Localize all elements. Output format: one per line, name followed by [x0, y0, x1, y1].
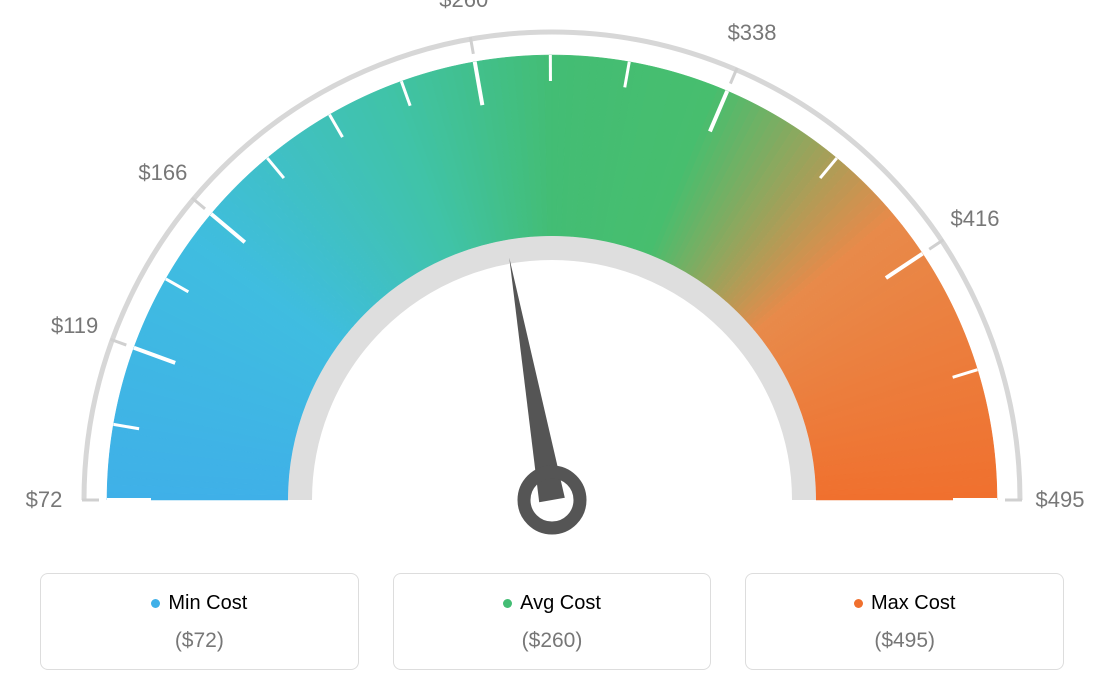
gauge-chart-container: $72 $119 $166 $260 $338 $416 $495 Min Cost ($7… [0, 0, 1104, 690]
legend-card-max: Max Cost ($495) [745, 573, 1064, 670]
gauge-tick-label: $166 [138, 160, 187, 186]
legend-title-min: Min Cost [151, 592, 247, 615]
legend-title-avg: Avg Cost [503, 592, 601, 615]
gauge-tick-label: $119 [51, 313, 98, 339]
gauge-area: $72 $119 $166 $260 $338 $416 $495 [0, 0, 1104, 560]
legend-dot-avg [503, 599, 512, 608]
legend-value-min: ($72) [51, 629, 348, 653]
legend-title-avg-text: Avg Cost [520, 592, 601, 615]
legend-value-avg: ($260) [404, 629, 701, 653]
legend-dot-max [854, 599, 863, 608]
legend-row: Min Cost ($72) Avg Cost ($260) Max Cost … [40, 573, 1064, 670]
legend-card-min: Min Cost ($72) [40, 573, 359, 670]
gauge-tick-label: $416 [951, 206, 1000, 232]
gauge-tick-label: $338 [728, 20, 777, 46]
gauge-tick-label: $260 [439, 0, 488, 13]
gauge-svg [0, 0, 1104, 560]
gauge-tick-label: $72 [26, 487, 63, 513]
legend-value-max: ($495) [756, 629, 1053, 653]
legend-card-avg: Avg Cost ($260) [393, 573, 712, 670]
legend-title-min-text: Min Cost [168, 592, 247, 615]
gauge-tick-label: $495 [1036, 487, 1085, 513]
legend-title-max-text: Max Cost [871, 592, 955, 615]
legend-title-max: Max Cost [854, 592, 955, 615]
legend-dot-min [151, 599, 160, 608]
